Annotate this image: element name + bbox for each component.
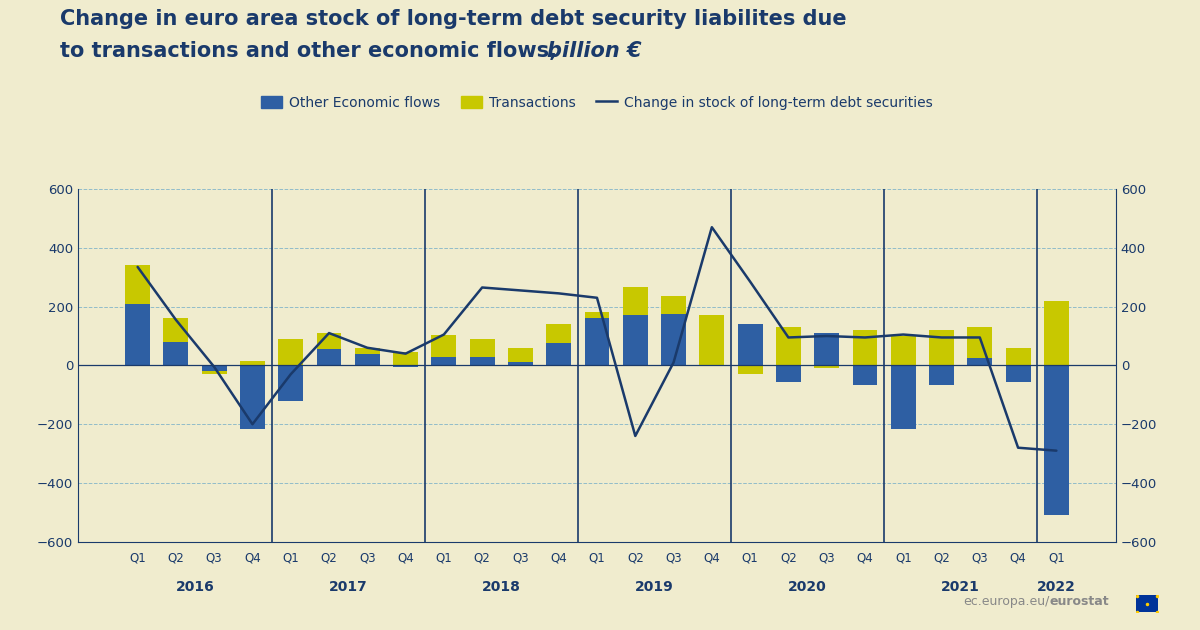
Bar (125, 265, 150, 304)
Text: 2022: 2022 (1037, 580, 1076, 594)
Bar (278, 365, 304, 401)
Bar (929, 330, 954, 365)
Bar (469, 339, 494, 357)
Bar (432, 357, 456, 365)
Bar (890, 336, 916, 365)
Bar (967, 327, 992, 358)
Bar (469, 357, 494, 365)
Bar (1044, 301, 1069, 365)
Bar (163, 318, 188, 342)
Bar (546, 324, 571, 343)
Text: ec.europa.eu/: ec.europa.eu/ (964, 595, 1050, 608)
Bar (852, 330, 877, 365)
Bar (623, 287, 648, 316)
Text: 2019: 2019 (635, 580, 673, 594)
Bar (125, 304, 150, 365)
Bar (738, 324, 762, 365)
Bar (890, 365, 916, 428)
Bar (661, 314, 686, 365)
Bar (317, 349, 342, 365)
Bar (584, 312, 610, 318)
Bar (1006, 365, 1031, 382)
Bar (508, 362, 533, 365)
Bar (202, 365, 227, 371)
Bar (776, 327, 800, 365)
Bar (240, 361, 265, 365)
Text: 2016: 2016 (175, 580, 215, 594)
Bar (776, 365, 800, 382)
Text: 2021: 2021 (941, 580, 980, 594)
Bar (355, 353, 379, 365)
Bar (355, 348, 379, 353)
Bar (394, 365, 418, 367)
Bar (317, 333, 342, 349)
Bar (967, 358, 992, 365)
Bar (163, 342, 188, 365)
Bar (623, 316, 648, 365)
Text: 2017: 2017 (329, 580, 367, 594)
Bar (584, 318, 610, 365)
Text: to transactions and other economic flows,: to transactions and other economic flows… (60, 41, 564, 61)
Text: Change in euro area stock of long-term debt security liabilites due: Change in euro area stock of long-term d… (60, 9, 847, 30)
Bar (240, 365, 265, 428)
Bar (815, 365, 839, 369)
Bar (394, 352, 418, 365)
Text: billion €: billion € (547, 41, 642, 61)
Bar (1006, 348, 1031, 365)
Bar (815, 333, 839, 365)
Bar (1044, 365, 1069, 515)
Bar (700, 316, 725, 365)
Text: 2020: 2020 (788, 580, 827, 594)
Bar (661, 296, 686, 314)
Bar (929, 365, 954, 384)
Legend: Other Economic flows, Transactions, Change in stock of long-term debt securities: Other Economic flows, Transactions, Chan… (256, 90, 938, 115)
Bar (852, 365, 877, 384)
Bar (738, 365, 762, 374)
Bar (202, 371, 227, 374)
Bar (508, 348, 533, 362)
Text: 2018: 2018 (482, 580, 521, 594)
Bar (546, 343, 571, 365)
Bar (432, 335, 456, 357)
Bar (278, 339, 304, 365)
Text: eurostat: eurostat (1050, 595, 1110, 608)
